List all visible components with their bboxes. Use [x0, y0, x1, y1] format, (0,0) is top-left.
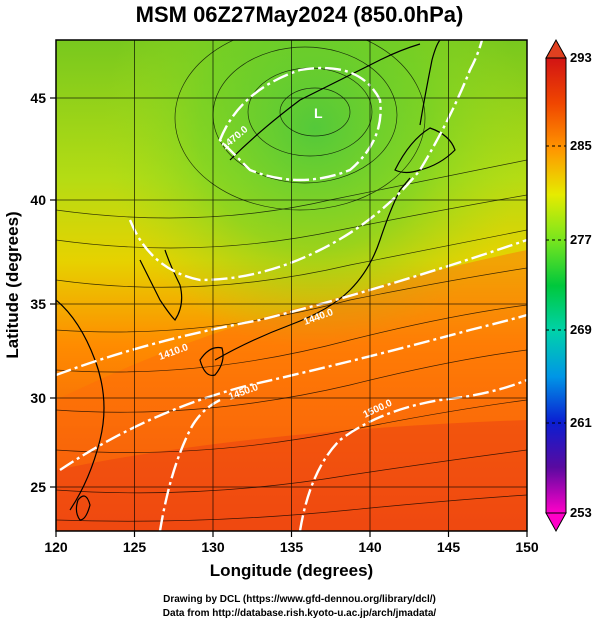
x-tick-label: 120	[44, 539, 68, 555]
x-tick-label: 125	[123, 539, 147, 555]
y-tick-label: 30	[30, 390, 46, 406]
sakhalin	[419, 40, 441, 126]
colorbar-label: 269	[570, 322, 592, 337]
x-axis: 120 125 130 135 140 145 150 Longitude (d…	[44, 531, 539, 580]
y-tick-label: 25	[30, 479, 46, 495]
colorbar-label: 293	[570, 50, 592, 65]
x-tick-label: 140	[358, 539, 382, 555]
contour-layer	[56, 40, 527, 531]
low-center-label: L	[314, 105, 323, 121]
china-coast	[56, 299, 105, 511]
x-axis-title: Longitude (degrees)	[210, 561, 373, 580]
x-tick-label: 130	[201, 539, 225, 555]
y-tick-label: 40	[30, 192, 46, 208]
japan-hokkaido	[394, 127, 456, 174]
y-tick-label: 45	[30, 90, 46, 106]
colorbar-label: 253	[570, 505, 592, 520]
colorbar: 293 285 277 269 261 253	[545, 38, 592, 533]
y-tick-label: 35	[30, 296, 46, 312]
y-axis: 45 40 35 30 25 Latitude (degrees)	[3, 90, 56, 495]
colorbar-bottom-arrow	[545, 512, 567, 533]
colorbar-label: 285	[570, 138, 592, 153]
russia-coast	[229, 43, 421, 161]
credit-data: Data from http://database.rish.kyoto-u.a…	[162, 608, 437, 619]
grid-lines	[56, 40, 527, 531]
colorbar-label: 277	[570, 232, 592, 247]
x-tick-label: 135	[280, 539, 304, 555]
x-tick-label: 150	[515, 539, 539, 555]
colorbar-top-arrow	[545, 38, 567, 59]
japan-kyushu	[199, 346, 224, 377]
x-tick-label: 145	[437, 539, 461, 555]
map-title: MSM 06Z27May2024 (850.0hPa)	[135, 2, 464, 27]
colorbar-scale	[545, 57, 567, 514]
credit-drawing: Drawing by DCL (https://www.gfd-dennou.o…	[163, 594, 436, 605]
colorbar-label: 261	[570, 415, 592, 430]
korea-peninsula	[139, 249, 183, 321]
y-axis-title: Latitude (degrees)	[3, 211, 22, 358]
taiwan	[75, 495, 91, 521]
